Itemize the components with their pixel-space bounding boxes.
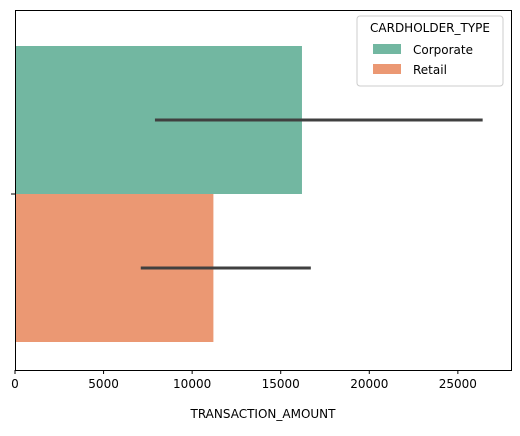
legend: CARDHOLDER_TYPE Corporate Retail <box>356 15 504 87</box>
x-tick-label: 20000 <box>350 377 388 391</box>
legend-label-retail: Retail <box>413 63 447 77</box>
x-axis-label: TRANSACTION_AMOUNT <box>190 407 337 421</box>
x-ticks-layer: 0 5000 10000 15000 20000 25000 <box>11 370 477 391</box>
legend-items: Corporate Retail <box>373 43 473 77</box>
x-tick-label: 5000 <box>88 377 119 391</box>
legend-swatch-retail <box>373 64 401 74</box>
x-tick-label: 15000 <box>262 377 300 391</box>
bars-layer <box>15 46 302 342</box>
legend-swatch-corporate <box>373 44 401 54</box>
x-tick-label: 10000 <box>173 377 211 391</box>
error-bars-layer <box>140 118 483 270</box>
x-tick-label: 25000 <box>439 377 477 391</box>
legend-title: CARDHOLDER_TYPE <box>370 21 490 35</box>
legend-label-corporate: Corporate <box>413 43 473 57</box>
plot-frame <box>15 10 512 371</box>
x-tick-label: 0 <box>11 377 19 391</box>
